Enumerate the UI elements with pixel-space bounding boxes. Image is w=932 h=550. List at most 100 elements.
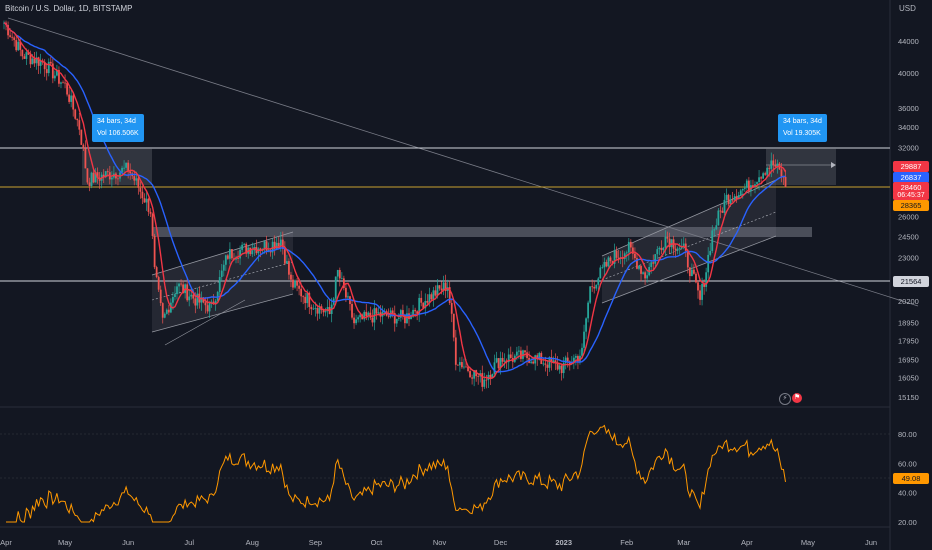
candle-body[interactable] (353, 317, 355, 324)
candle-body[interactable] (367, 312, 370, 317)
candle-body[interactable] (491, 373, 494, 378)
candle-body[interactable] (668, 238, 671, 248)
candle-body[interactable] (560, 365, 563, 374)
candle-body[interactable] (670, 239, 673, 248)
candle-body[interactable] (377, 312, 380, 314)
candle-body[interactable] (58, 70, 60, 84)
candle-body[interactable] (550, 357, 553, 363)
candle-body[interactable] (634, 253, 636, 259)
candle-body[interactable] (713, 229, 716, 231)
candle-body[interactable] (395, 318, 398, 324)
candle-body[interactable] (583, 331, 585, 348)
candle-body[interactable] (509, 354, 512, 358)
candle-body[interactable] (693, 269, 695, 274)
candle-body[interactable] (133, 176, 136, 181)
candle-body[interactable] (90, 172, 93, 187)
candle-body[interactable] (495, 358, 498, 363)
candle-body[interactable] (176, 286, 178, 295)
candle-body[interactable] (271, 241, 274, 253)
candle-body[interactable] (279, 239, 282, 247)
candle-body[interactable] (306, 292, 309, 304)
candle-body[interactable] (410, 316, 412, 320)
candle-body[interactable] (463, 366, 465, 368)
candle-body[interactable] (153, 235, 156, 268)
candle-body[interactable] (9, 35, 12, 37)
candle-body[interactable] (723, 199, 726, 213)
candle-body[interactable] (540, 353, 543, 365)
candle-body[interactable] (638, 265, 640, 269)
candle-body[interactable] (501, 357, 504, 362)
bars-range-annotation-right[interactable]: 34 bars, 34d Vol 19.305K (778, 114, 827, 142)
candle-body[interactable] (784, 176, 787, 188)
candle-body[interactable] (745, 180, 748, 188)
candle-body[interactable] (577, 356, 579, 362)
candle-body[interactable] (241, 244, 244, 250)
candle-body[interactable] (64, 82, 66, 84)
candle-body[interactable] (84, 148, 87, 169)
candle-body[interactable] (117, 178, 119, 180)
candle-body[interactable] (19, 41, 22, 50)
candle-body[interactable] (629, 241, 632, 248)
candle-body[interactable] (15, 40, 18, 51)
candle-body[interactable] (23, 56, 26, 59)
candle-body[interactable] (605, 262, 608, 267)
candle-body[interactable] (729, 199, 732, 205)
candle-body[interactable] (416, 311, 419, 314)
candle-body[interactable] (735, 196, 738, 200)
candle-body[interactable] (434, 290, 437, 296)
candle-body[interactable] (21, 49, 24, 57)
candle-body[interactable] (499, 357, 502, 369)
candle-body[interactable] (520, 350, 522, 359)
candle-body[interactable] (314, 308, 317, 309)
candle-body[interactable] (35, 57, 38, 64)
candle-body[interactable] (281, 239, 284, 249)
candle-body[interactable] (554, 360, 557, 363)
candle-body[interactable] (210, 301, 213, 303)
candle-body[interactable] (444, 282, 447, 291)
candle-body[interactable] (43, 62, 46, 70)
candle-body[interactable] (78, 120, 81, 130)
candle-body[interactable] (359, 314, 362, 318)
candle-body[interactable] (591, 286, 594, 288)
candle-body[interactable] (285, 261, 288, 264)
candle-body[interactable] (518, 350, 520, 352)
candle-body[interactable] (542, 363, 545, 365)
candle-body[interactable] (27, 52, 30, 55)
candle-body[interactable] (743, 187, 746, 189)
candle-body[interactable] (684, 243, 687, 251)
candle-body[interactable] (51, 63, 54, 79)
candle-body[interactable] (676, 248, 679, 251)
candle-body[interactable] (546, 364, 549, 368)
candle-body[interactable] (226, 255, 229, 259)
candle-body[interactable] (422, 302, 425, 309)
candle-body[interactable] (617, 257, 620, 259)
candle-body[interactable] (764, 173, 767, 175)
candle-body[interactable] (336, 270, 339, 277)
candle-body[interactable] (609, 257, 612, 262)
candle-body[interactable] (752, 185, 754, 188)
candle-body[interactable] (338, 270, 341, 279)
candle-body[interactable] (137, 178, 140, 188)
candle-body[interactable] (412, 309, 414, 317)
candle-body[interactable] (688, 267, 691, 277)
candle-body[interactable] (579, 355, 581, 362)
candle-body[interactable] (552, 360, 555, 363)
us-flag-icon[interactable]: ⚑ (792, 393, 802, 403)
candle-body[interactable] (452, 313, 455, 338)
candle-body[interactable] (151, 213, 154, 236)
bars-range-annotation-left[interactable]: 34 bars, 34d Vol 106.506K (92, 114, 144, 142)
candle-body[interactable] (49, 61, 52, 64)
candle-body[interactable] (477, 376, 480, 377)
candle-body[interactable] (418, 297, 421, 314)
candle-body[interactable] (39, 60, 42, 66)
candle-body[interactable] (222, 264, 225, 271)
candle-body[interactable] (593, 286, 596, 289)
candle-body[interactable] (208, 302, 211, 312)
candle-body[interactable] (691, 269, 693, 277)
candle-body[interactable] (375, 308, 378, 314)
candle-body[interactable] (402, 310, 404, 316)
candle-body[interactable] (473, 370, 476, 379)
candle-body[interactable] (572, 357, 575, 363)
candle-body[interactable] (440, 288, 443, 291)
